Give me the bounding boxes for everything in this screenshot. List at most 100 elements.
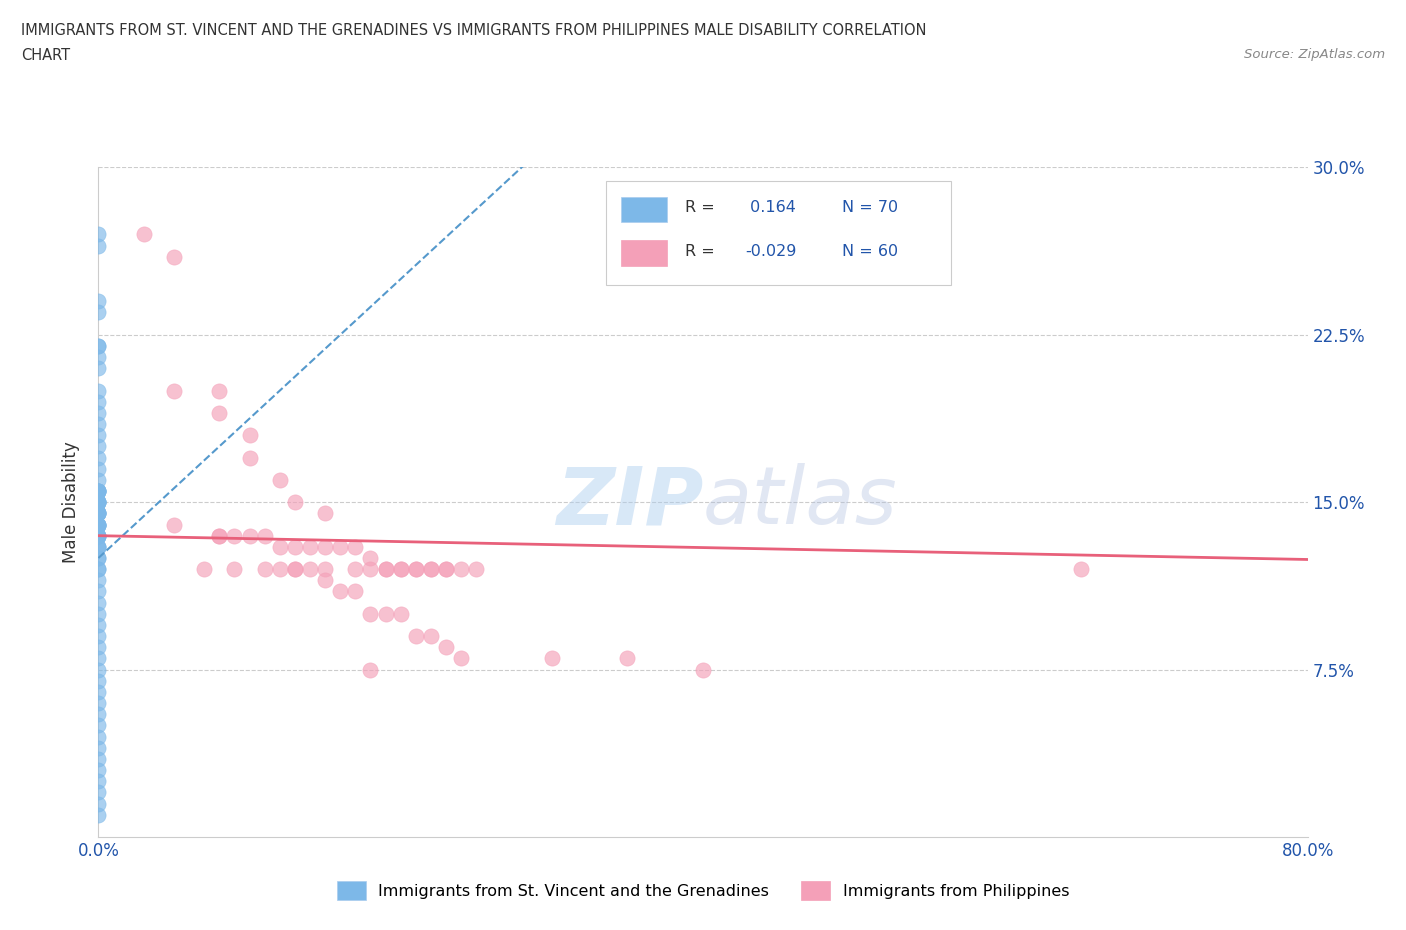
Point bbox=[87, 428, 110, 443]
Point bbox=[616, 651, 638, 666]
Point bbox=[87, 495, 110, 510]
Point bbox=[87, 528, 110, 543]
Point bbox=[389, 562, 412, 577]
Point bbox=[87, 506, 110, 521]
Point bbox=[239, 450, 262, 465]
Point bbox=[269, 472, 291, 487]
Point bbox=[239, 428, 262, 443]
Point bbox=[87, 305, 110, 320]
Point bbox=[87, 729, 110, 744]
Point bbox=[87, 562, 110, 577]
Point bbox=[87, 383, 110, 398]
Point bbox=[87, 506, 110, 521]
Point bbox=[329, 539, 352, 554]
Point bbox=[87, 405, 110, 420]
Point bbox=[87, 684, 110, 699]
Point bbox=[284, 562, 307, 577]
Point bbox=[87, 339, 110, 353]
Text: -0.029: -0.029 bbox=[745, 244, 797, 259]
Point bbox=[420, 562, 443, 577]
Point bbox=[163, 249, 186, 264]
Point bbox=[87, 484, 110, 498]
Text: Source: ZipAtlas.com: Source: ZipAtlas.com bbox=[1244, 48, 1385, 61]
Point bbox=[314, 573, 336, 588]
Point bbox=[344, 584, 367, 599]
Point bbox=[269, 562, 291, 577]
Point bbox=[284, 495, 307, 510]
Point bbox=[87, 528, 110, 543]
Point bbox=[87, 740, 110, 755]
Point bbox=[87, 662, 110, 677]
Point bbox=[87, 751, 110, 766]
Point bbox=[87, 551, 110, 565]
Point bbox=[405, 629, 427, 644]
Point bbox=[87, 539, 110, 554]
Point bbox=[87, 495, 110, 510]
Point bbox=[87, 294, 110, 309]
Point bbox=[314, 539, 336, 554]
Point bbox=[224, 528, 246, 543]
Point bbox=[299, 562, 322, 577]
Point bbox=[87, 517, 110, 532]
Point bbox=[87, 796, 110, 811]
Point bbox=[299, 539, 322, 554]
Point bbox=[87, 361, 110, 376]
Point bbox=[87, 439, 110, 454]
Point bbox=[87, 718, 110, 733]
Point bbox=[87, 517, 110, 532]
Point bbox=[193, 562, 215, 577]
Point bbox=[389, 562, 412, 577]
Point bbox=[284, 539, 307, 554]
Point bbox=[87, 807, 110, 822]
Point bbox=[344, 539, 367, 554]
Point bbox=[87, 629, 110, 644]
Point bbox=[87, 506, 110, 521]
Point bbox=[87, 774, 110, 789]
FancyBboxPatch shape bbox=[621, 197, 666, 222]
Point bbox=[420, 562, 443, 577]
Point bbox=[87, 573, 110, 588]
Point bbox=[253, 562, 276, 577]
Point bbox=[87, 539, 110, 554]
Point bbox=[87, 785, 110, 800]
Point bbox=[405, 562, 427, 577]
Point bbox=[87, 484, 110, 498]
Point bbox=[87, 707, 110, 722]
Point bbox=[314, 562, 336, 577]
Legend: Immigrants from St. Vincent and the Grenadines, Immigrants from Philippines: Immigrants from St. Vincent and the Gren… bbox=[330, 875, 1076, 906]
Point bbox=[87, 506, 110, 521]
Point bbox=[360, 551, 382, 565]
Point bbox=[87, 528, 110, 543]
Point bbox=[87, 461, 110, 476]
Point bbox=[163, 517, 186, 532]
Text: ZIP: ZIP bbox=[555, 463, 703, 541]
Point bbox=[360, 562, 382, 577]
Point bbox=[87, 350, 110, 365]
Point bbox=[87, 495, 110, 510]
Point bbox=[87, 584, 110, 599]
Point bbox=[1070, 562, 1092, 577]
Point bbox=[208, 528, 231, 543]
Point bbox=[450, 562, 472, 577]
Point bbox=[87, 528, 110, 543]
Point bbox=[87, 417, 110, 432]
Point bbox=[224, 562, 246, 577]
Point bbox=[163, 383, 186, 398]
Point bbox=[374, 562, 396, 577]
Point bbox=[253, 528, 276, 543]
Point bbox=[87, 606, 110, 621]
Point bbox=[239, 528, 262, 543]
Point bbox=[284, 562, 307, 577]
FancyBboxPatch shape bbox=[606, 180, 950, 285]
Point bbox=[360, 606, 382, 621]
Point bbox=[344, 562, 367, 577]
Point bbox=[87, 484, 110, 498]
Point bbox=[434, 562, 457, 577]
Point bbox=[87, 595, 110, 610]
Point bbox=[87, 339, 110, 353]
Point bbox=[87, 562, 110, 577]
Point bbox=[208, 383, 231, 398]
Point bbox=[208, 528, 231, 543]
Point bbox=[360, 662, 382, 677]
Point bbox=[87, 551, 110, 565]
